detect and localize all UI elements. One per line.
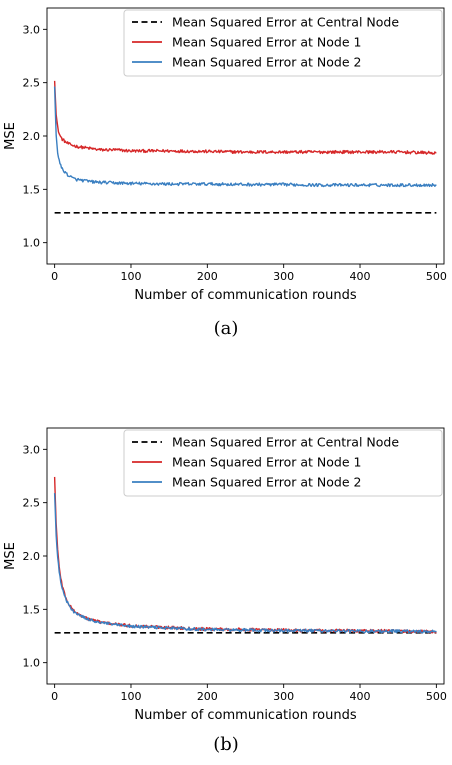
legend-label-3: Mean Squared Error at Node 2 xyxy=(172,475,361,490)
y-axis-label: MSE xyxy=(3,122,18,150)
y-tick-label: 3.0 xyxy=(23,443,41,456)
y-tick-label: 2.5 xyxy=(23,497,41,510)
y-tick-label: 2.5 xyxy=(23,77,41,90)
legend-label-1: Mean Squared Error at Central Node xyxy=(172,435,399,450)
legend-label-2: Mean Squared Error at Node 1 xyxy=(172,455,361,470)
x-tick-label: 500 xyxy=(426,270,447,283)
legend-label-1: Mean Squared Error at Central Node xyxy=(172,15,399,30)
x-tick-label: 100 xyxy=(120,270,141,283)
y-tick-label: 3.0 xyxy=(23,23,41,36)
chart-a-svg: 0 100 200 300 400 500 1.0 1.5 2.0 2.5 3.0 Number of… xyxy=(3,7,447,303)
y-tick-label: 1.0 xyxy=(23,237,41,250)
legend-label-2: Mean Squared Error at Node 1 xyxy=(172,35,361,50)
x-tick-label: 0 xyxy=(51,690,58,703)
legend-box xyxy=(123,9,443,77)
legend-label-3: Mean Squared Error at Node 2 xyxy=(172,55,361,70)
series-line-2 xyxy=(53,476,437,634)
y-tick-label: 1.5 xyxy=(23,603,41,616)
series-line-2 xyxy=(53,80,437,155)
chart-a: 0 100 200 300 400 500 1.0 1.5 2.0 2.5 3.0 Number of… xyxy=(0,0,452,340)
series-line-3 xyxy=(53,86,437,188)
x-tick-label: 200 xyxy=(197,690,218,703)
x-tick-label: 500 xyxy=(426,690,447,703)
y-axis-label: MSE xyxy=(3,542,18,570)
x-tick-label: 0 xyxy=(51,270,58,283)
chart-b-svg: 0 100 200 300 400 500 1.0 1.5 2.0 2.5 3.0 Number of… xyxy=(3,427,447,723)
x-tick-label: 200 xyxy=(197,270,218,283)
x-tick-label: 300 xyxy=(273,690,294,703)
caption-a: (a) xyxy=(213,318,239,339)
series-line-3 xyxy=(53,493,437,634)
y-tick-label: 2.0 xyxy=(23,130,41,143)
x-tick-label: 300 xyxy=(273,270,294,283)
y-tick-label: 2.0 xyxy=(23,550,41,563)
x-tick-label: 100 xyxy=(120,690,141,703)
legend-box xyxy=(123,429,443,497)
chart-b: 0 100 200 300 400 500 1.0 1.5 2.0 2.5 3.0 Number of… xyxy=(0,420,452,760)
x-tick-label: 400 xyxy=(350,270,371,283)
y-tick-label: 1.5 xyxy=(23,183,41,196)
caption-b: (b) xyxy=(213,734,239,755)
x-axis-label: Number of communication rounds xyxy=(134,288,356,303)
x-axis-label: Number of communication rounds xyxy=(134,708,356,723)
y-tick-label: 1.0 xyxy=(23,657,41,670)
x-tick-label: 400 xyxy=(350,690,371,703)
